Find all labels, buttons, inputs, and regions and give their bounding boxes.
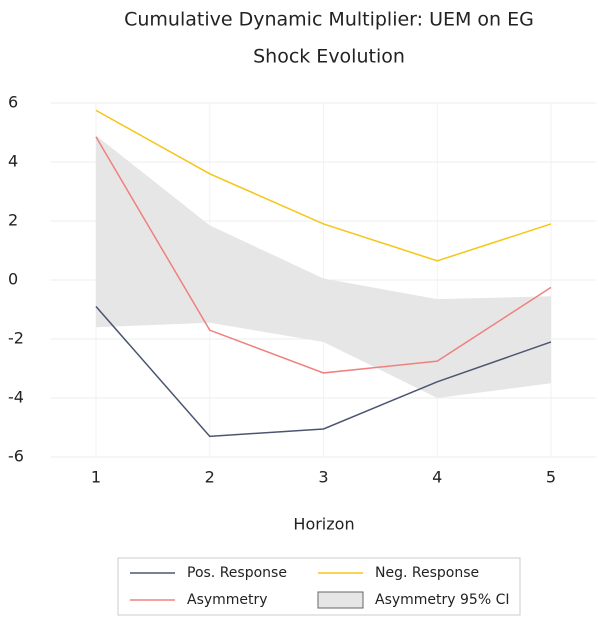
y-tick-label: -4 bbox=[8, 388, 24, 407]
legend-swatch bbox=[317, 591, 364, 609]
chart-subtitle: Shock Evolution bbox=[253, 46, 405, 68]
x-tick-label: 5 bbox=[546, 468, 556, 487]
y-tick-label: 0 bbox=[8, 270, 18, 289]
chart-title: Cumulative Dynamic Multiplier: UEM on EG bbox=[124, 9, 534, 31]
line bbox=[95, 109, 552, 262]
legend-label: Pos. Response bbox=[187, 565, 287, 581]
legend-box bbox=[117, 557, 521, 616]
legend-label: Asymmetry 95% CI bbox=[375, 592, 510, 608]
x-axis-label: Horizon bbox=[293, 515, 354, 534]
line bbox=[95, 306, 552, 438]
y-tick-label: -6 bbox=[8, 447, 24, 466]
y-tick-label: 2 bbox=[8, 211, 18, 230]
confidence-band bbox=[96, 135, 551, 398]
x-tick-label: 4 bbox=[432, 468, 442, 487]
legend-label: Neg. Response bbox=[375, 565, 479, 581]
x-tick-label: 2 bbox=[205, 468, 215, 487]
x-tick-label: 1 bbox=[91, 468, 101, 487]
y-tick-label: -2 bbox=[8, 329, 24, 348]
x-tick-label: 3 bbox=[318, 468, 328, 487]
y-tick-label: 4 bbox=[8, 152, 18, 171]
line bbox=[95, 136, 552, 374]
legend-label: Asymmetry bbox=[187, 592, 268, 608]
y-tick-label: 6 bbox=[8, 93, 18, 112]
